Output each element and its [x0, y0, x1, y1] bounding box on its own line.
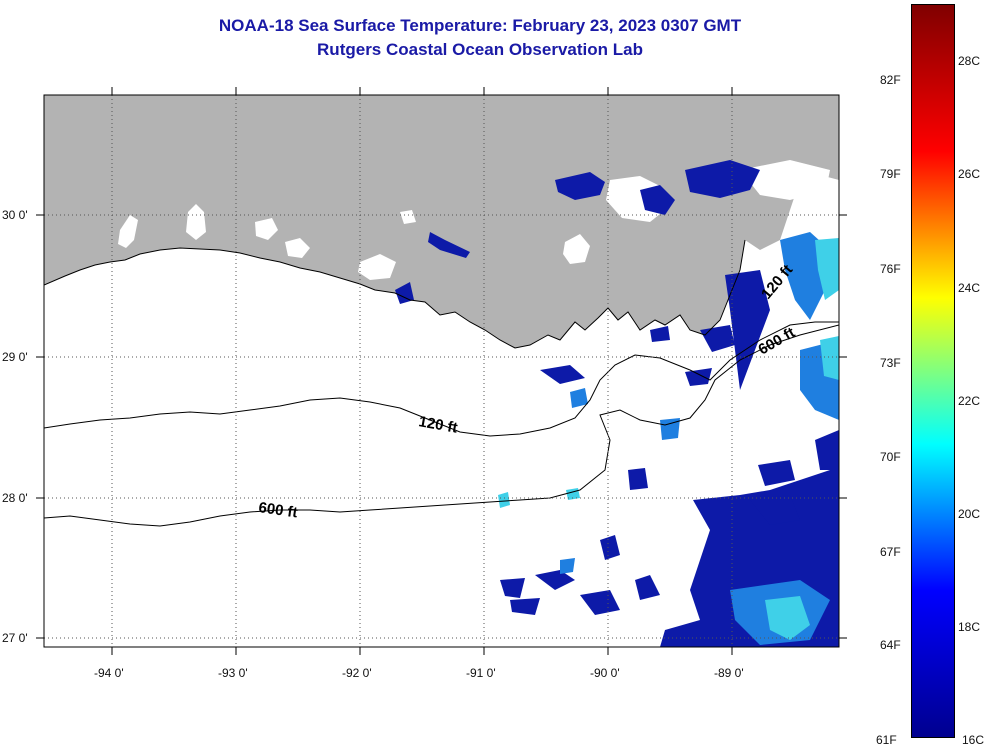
- colorbar-label-f-64: 64F: [880, 638, 901, 652]
- colorbar-label-f-82: 82F: [880, 73, 901, 87]
- colorbar-label-f-61: 61F: [876, 733, 897, 747]
- colorbar-label-f-76: 76F: [880, 262, 901, 276]
- lon-label-92: -92 0': [342, 666, 372, 680]
- temperature-colorbar: [911, 4, 955, 738]
- colorbar-label-c-26: 26C: [958, 167, 981, 181]
- lat-label-29: 29 0': [2, 350, 28, 364]
- colorbar-label-f-73: 73F: [880, 356, 901, 370]
- lon-label-89: -89 0': [714, 666, 744, 680]
- lon-label-90: -90 0': [590, 666, 620, 680]
- isobath-600ft: [44, 324, 839, 527]
- tick-marks: [36, 87, 847, 655]
- contour-label-120ft: 120 ft: [417, 413, 459, 437]
- colorbar-label-f-70: 70F: [880, 450, 901, 464]
- colorbar-label-c-28: 28C: [958, 54, 981, 68]
- colorbar-label-c-18: 18C: [958, 620, 981, 634]
- coastline: [44, 239, 746, 349]
- map-frame: [43, 94, 840, 648]
- map-area: 120 ft 600 ft 120 ft 600 ft: [44, 95, 839, 647]
- colorbar-label-f-67: 67F: [880, 545, 901, 559]
- lat-label-30: 30 0': [2, 208, 28, 222]
- lat-label-27: 27 0': [2, 631, 28, 645]
- lon-label-91: -91 0': [466, 666, 496, 680]
- sst-data-cyan: [498, 238, 839, 640]
- map-title: NOAA-18 Sea Surface Temperature: Februar…: [218, 16, 742, 35]
- contour-label-600ft: 600 ft: [257, 499, 298, 521]
- colorbar-label-f-79: 79F: [880, 167, 901, 181]
- isobath-120ft: [44, 321, 839, 437]
- lat-label-28: 28 0': [2, 491, 28, 505]
- colorbar-label-c-24: 24C: [958, 281, 981, 295]
- colorbar-label-c-22: 22C: [958, 394, 981, 408]
- colorbar-label-c-16: 16C: [962, 733, 985, 747]
- lon-label-93: -93 0': [218, 666, 248, 680]
- graticule: [44, 95, 839, 647]
- lon-label-94: -94 0': [94, 666, 124, 680]
- land-mass: [44, 95, 839, 348]
- map-subtitle: Rutgers Coastal Ocean Observation Lab: [317, 40, 643, 59]
- colorbar-label-c-20: 20C: [958, 507, 981, 521]
- cloud-patches-land: [118, 160, 830, 280]
